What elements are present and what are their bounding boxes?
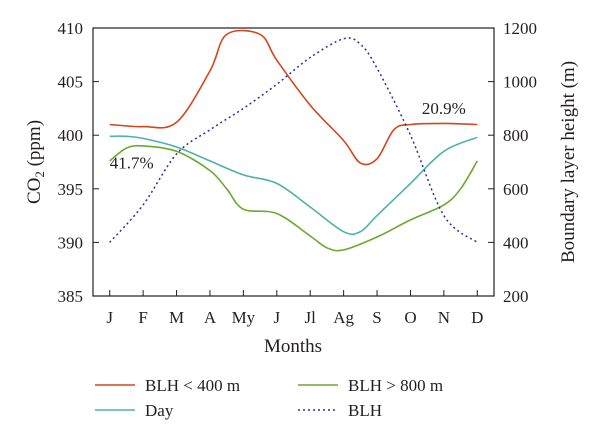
x-tick-label: N (438, 308, 450, 327)
series-line-day (109, 135, 478, 236)
series-layer (109, 29, 478, 252)
y-axis-left-label-unit: (ppm) (24, 120, 45, 171)
y-right-tick-label: 600 (503, 180, 529, 199)
plot-area (92, 27, 495, 297)
y-axis-right-label: Boundary layer height (m) (558, 61, 579, 263)
legend-label: BLH (348, 401, 382, 420)
legend-label: Day (145, 401, 174, 420)
x-tick-label: S (372, 308, 381, 327)
plot-frame (92, 27, 495, 297)
y-right-tick-label: 1000 (503, 73, 537, 92)
y-left-tick-label: 395 (58, 180, 84, 199)
x-tick-label: Ag (333, 308, 354, 327)
legend: BLH < 400 m BLH > 800 m Day BLH (95, 376, 443, 420)
x-tick-label: D (471, 308, 483, 327)
x-tick-label: J (106, 308, 113, 327)
y-left-tick-label: 410 (58, 19, 84, 38)
y-axis-left-label: CO2 (ppm) (24, 120, 47, 204)
series-line-blh-400-m (109, 29, 478, 166)
x-tick-label: F (138, 308, 147, 327)
x-axis-label: Months (264, 336, 322, 357)
legend-label: BLH < 400 m (145, 376, 240, 395)
y-left-tick-label: 385 (58, 287, 84, 306)
legend-label: BLH > 800 m (348, 376, 443, 395)
y-right-tick-label: 1200 (503, 19, 537, 38)
x-tick-label: J (273, 308, 280, 327)
series-line-blh-800-m (109, 144, 478, 252)
y-left-tick-label: 405 (58, 73, 84, 92)
y-axis-left-label-main: CO (24, 178, 45, 204)
y-left-tick-label: 400 (58, 126, 84, 145)
y-left-tick-label: 390 (58, 233, 84, 252)
annotation-layer: 41.7% 20.9% (110, 99, 466, 173)
y-right-tick-label: 800 (503, 126, 529, 145)
x-tick-label: Jl (305, 308, 317, 327)
data-annotation: 41.7% (110, 153, 154, 172)
y-right-tick-label: 200 (503, 287, 529, 306)
y-right-tick-label: 400 (503, 233, 529, 252)
x-tick-label: My (232, 308, 256, 327)
x-tick-label: M (169, 308, 184, 327)
axes-layer: 385 390 395 400 405 410 200 400 600 800 1000 1200 J F… (58, 19, 538, 327)
y-axis-left-label-subscript: 2 (32, 171, 47, 178)
series-line-blh (109, 37, 478, 244)
x-tick-label: A (204, 308, 217, 327)
x-tick-label: O (404, 308, 416, 327)
data-annotation: 20.9% (422, 99, 466, 118)
